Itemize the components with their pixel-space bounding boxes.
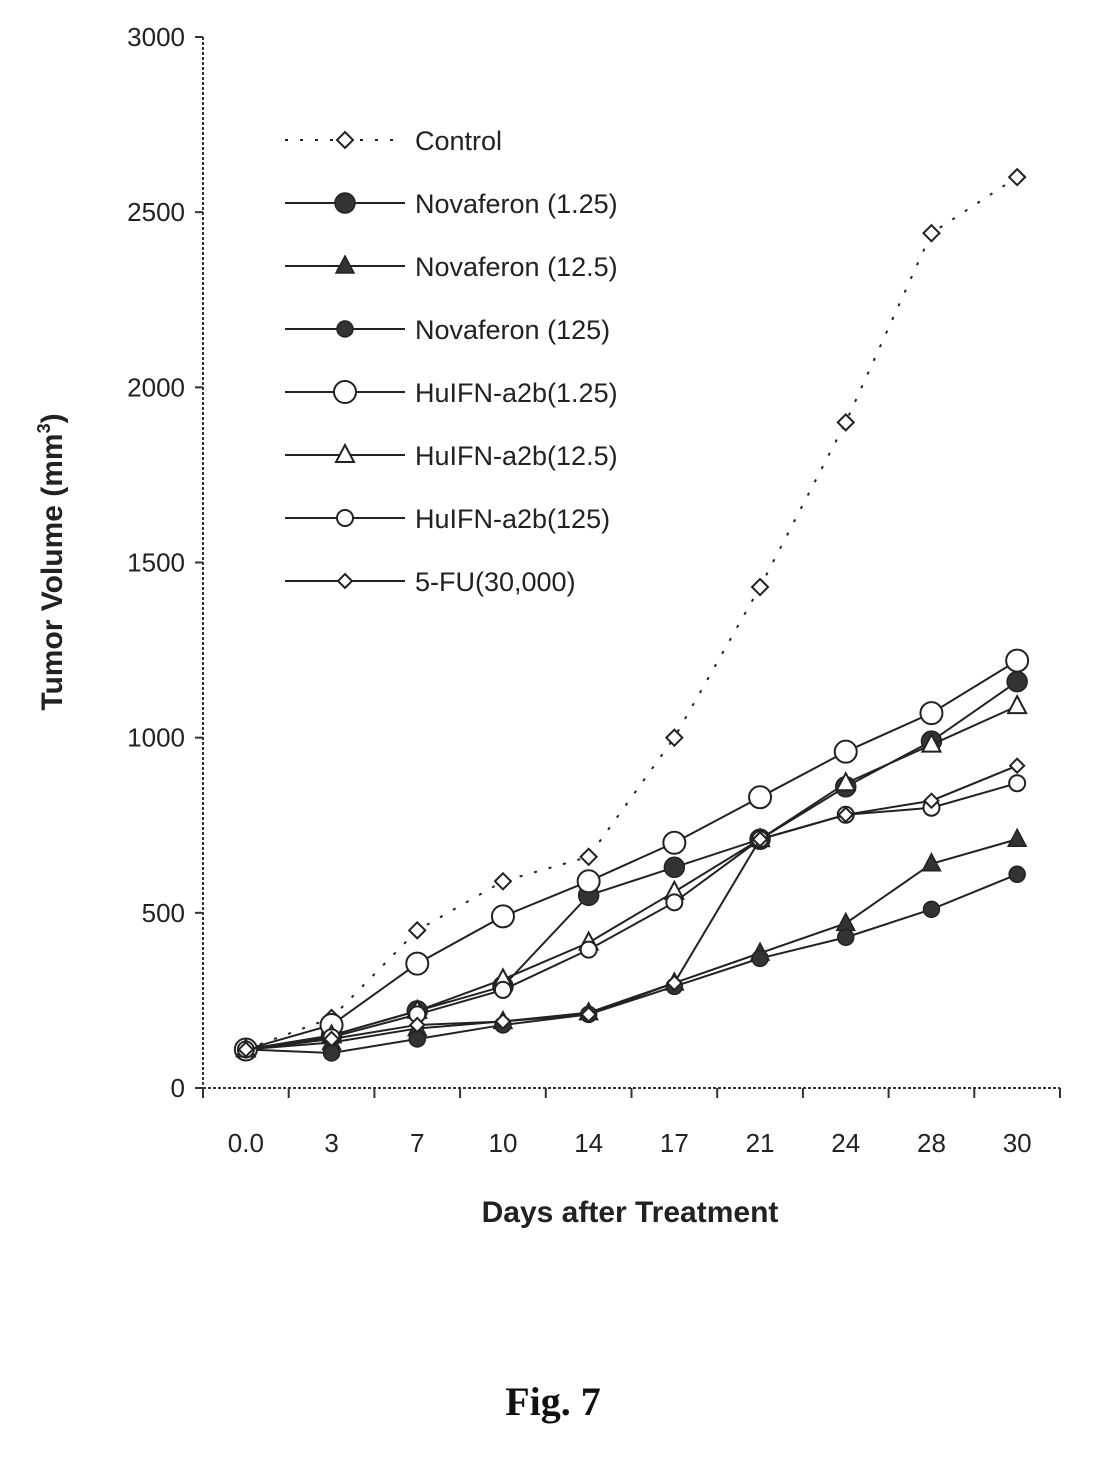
legend-marker [337, 321, 353, 337]
legend-marker [336, 256, 354, 273]
data-point [578, 870, 600, 892]
data-point [1009, 775, 1025, 791]
data-point [1009, 169, 1025, 185]
x-tick-label: 14 [574, 1128, 603, 1158]
legend-marker [335, 193, 355, 213]
data-point [838, 414, 854, 430]
y-tick-label: 500 [142, 898, 185, 928]
data-point [1006, 650, 1028, 672]
data-point [581, 942, 597, 958]
data-point [664, 857, 684, 877]
y-tick-label: 1500 [127, 548, 185, 578]
legend-item: 5-FU(30,000) [285, 567, 576, 597]
y-ticks: 0 500 1000 1500 2000 2500 3000 [127, 22, 203, 1103]
legend-item: Novaferon (12.5) [285, 252, 618, 282]
y-axis-title-main: Tumor Volume (mm [36, 433, 69, 710]
series-control [238, 169, 1025, 1057]
data-point [835, 741, 857, 763]
series-line [246, 766, 1017, 1050]
y-tick-label: 2500 [127, 197, 185, 227]
y-tick-label: 1000 [127, 723, 185, 753]
series-novaferon-125 [238, 866, 1025, 1061]
data-point [406, 953, 428, 975]
y-tick-label: 0 [171, 1073, 185, 1103]
legend: Control Novaferon (1.25) Novaferon (12.5) N… [285, 126, 618, 597]
data-point [752, 950, 768, 966]
data-point [492, 905, 514, 927]
legend-marker [336, 445, 354, 462]
legend-item: Novaferon (1.25) [285, 189, 618, 219]
y-axis-title-close: ) [36, 413, 69, 423]
series-novaferon-12-5 [237, 829, 1026, 1056]
x-tick-label: 0.0 [228, 1128, 264, 1158]
x-tick-label: 7 [410, 1128, 424, 1158]
figure-caption: Fig. 7 [0, 1378, 1106, 1425]
x-tick-label: 10 [488, 1128, 517, 1158]
x-axis-title: Days after Treatment [482, 1196, 779, 1229]
y-axis-title: Tumor Volume (mm3) [34, 413, 69, 710]
series-line [246, 661, 1017, 1050]
data-point [666, 894, 682, 910]
series-huifn-a2b-12-5 [237, 696, 1026, 1056]
legend-item: Control [285, 126, 502, 156]
x-tick-label: 21 [746, 1128, 775, 1158]
data-point [1007, 672, 1027, 692]
data-point [581, 849, 597, 865]
legend-label: Control [415, 126, 502, 156]
y-tick-label: 3000 [127, 22, 185, 52]
series-line [246, 682, 1017, 1050]
legend-label: Novaferon (1.25) [415, 189, 618, 219]
legend-label: HuIFN-a2b(125) [415, 504, 610, 534]
tumor-volume-chart: 0 500 1000 1500 2000 2500 3000 0.0 3 7 10 14 17 21 24… [0, 0, 1106, 1360]
legend-label: Novaferon (12.5) [415, 252, 618, 282]
data-point [837, 913, 855, 930]
data-point [409, 922, 425, 938]
legend-label: 5-FU(30,000) [415, 567, 576, 597]
legend-item: HuIFN-a2b(12.5) [285, 441, 618, 471]
data-point [1008, 829, 1026, 846]
x-tick-label: 28 [917, 1128, 946, 1158]
data-point [666, 730, 682, 746]
data-point [1008, 696, 1026, 713]
data-point [752, 579, 768, 595]
legend-marker [337, 132, 353, 148]
legend-item: HuIFN-a2b(125) [285, 504, 610, 534]
legend-label: Novaferon (125) [415, 315, 610, 345]
data-point [663, 832, 685, 854]
y-tick-label: 2000 [127, 372, 185, 402]
data-point [923, 225, 939, 241]
data-point [495, 873, 511, 889]
legend-label: HuIFN-a2b(12.5) [415, 441, 618, 471]
x-tick-label: 24 [831, 1128, 860, 1158]
data-point [923, 901, 939, 917]
legend-label: HuIFN-a2b(1.25) [415, 378, 618, 408]
data-point [749, 786, 771, 808]
legend-item: Novaferon (125) [285, 315, 610, 345]
y-axis-title-sup: 3 [34, 423, 54, 433]
data-point [1010, 759, 1024, 773]
x-tick-label: 3 [324, 1128, 338, 1158]
series-group [235, 169, 1028, 1061]
legend-marker [334, 381, 356, 403]
x-tick-label: 17 [660, 1128, 689, 1158]
data-point [495, 982, 511, 998]
legend-marker [338, 574, 352, 588]
legend-item: HuIFN-a2b(1.25) [285, 378, 618, 408]
axes [203, 37, 1060, 1088]
data-point [838, 929, 854, 945]
x-ticks: 0.0 3 7 10 14 17 21 24 28 30 [203, 1088, 1060, 1158]
data-point [1009, 866, 1025, 882]
series-5-fu-30-000 [239, 759, 1024, 1057]
series-line [246, 839, 1017, 1049]
x-tick-label: 30 [1003, 1128, 1032, 1158]
data-point [920, 702, 942, 724]
legend-marker [337, 510, 353, 526]
